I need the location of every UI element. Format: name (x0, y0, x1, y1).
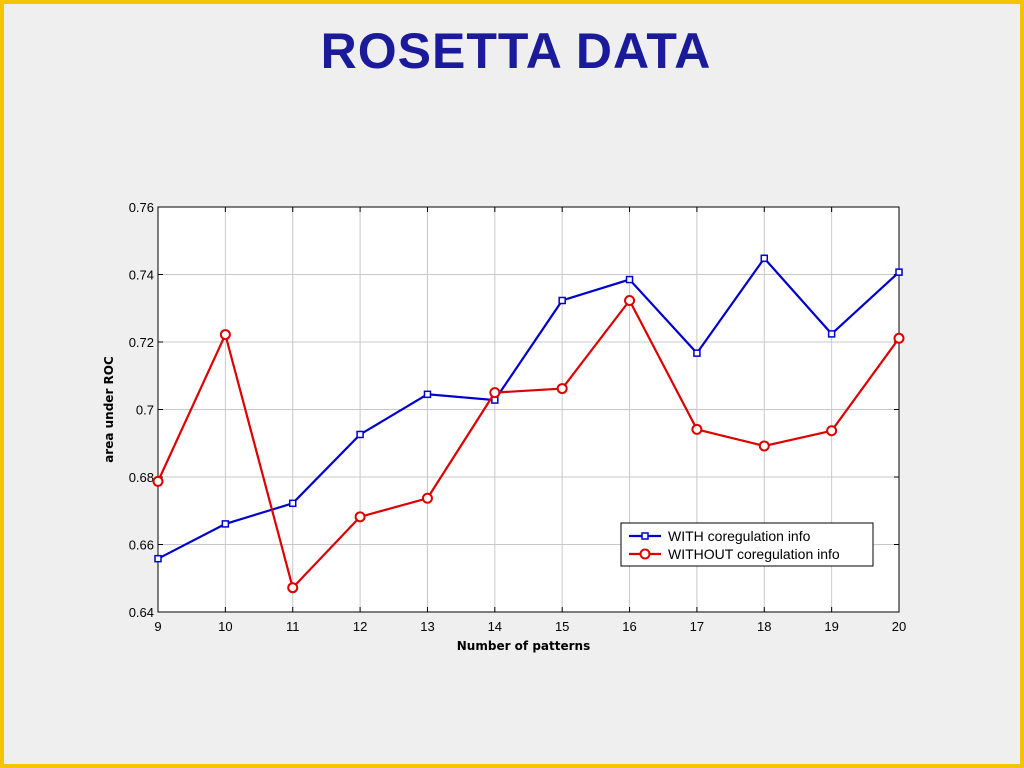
x-axis-label: Number of patterns (457, 639, 590, 653)
x-tick-label: 11 (286, 619, 300, 634)
data-point (691, 423, 703, 435)
x-tick-label: 20 (892, 619, 906, 634)
data-point (556, 383, 568, 395)
y-tick-label: 0.66 (129, 538, 154, 553)
x-tick-label: 13 (420, 619, 434, 634)
legend-label: WITHOUT coregulation info (668, 546, 840, 562)
legend-marker (639, 548, 651, 560)
y-tick-label: 0.74 (129, 268, 154, 283)
data-point (827, 330, 836, 338)
y-tick-label: 0.7 (136, 403, 154, 418)
x-tick-label: 17 (690, 619, 704, 634)
data-point (423, 390, 432, 399)
data-point (221, 520, 230, 528)
data-point (624, 294, 636, 306)
data-point (489, 387, 501, 399)
x-tick-label: 18 (757, 619, 771, 634)
y-tick-label: 0.64 (129, 605, 154, 620)
data-point (356, 430, 364, 439)
data-point (758, 440, 770, 452)
legend-box (620, 522, 874, 567)
y-tick-label: 0.68 (129, 470, 154, 485)
x-tick-label: 10 (218, 619, 232, 634)
x-tick-label: 14 (488, 619, 502, 634)
series-line-2 (157, 298, 900, 590)
legend-label: WITH coregulation info (668, 528, 811, 544)
y-tick-label: 0.72 (129, 335, 154, 350)
x-tick-label: 12 (353, 619, 367, 634)
data-point (625, 275, 634, 284)
data-point (693, 349, 701, 357)
y-axis-label: area under ROC (102, 356, 116, 463)
data-point (760, 254, 769, 263)
x-tick-label: 15 (555, 619, 569, 634)
legend-marker (641, 532, 649, 540)
slide-title: ROSETTA DATA (320, 23, 712, 79)
data-point (354, 511, 366, 523)
data-point (288, 499, 297, 508)
data-point (152, 475, 164, 487)
data-point (421, 492, 433, 504)
data-point (895, 268, 903, 276)
data-point (826, 425, 838, 437)
data-point (287, 582, 299, 594)
data-point (893, 332, 905, 344)
series-line-1 (157, 256, 900, 560)
y-tick-label: 0.76 (129, 200, 154, 215)
x-tick-label: 9 (154, 619, 161, 634)
data-point (558, 296, 566, 305)
data-point (154, 554, 162, 563)
x-tick-label: 16 (622, 619, 636, 634)
x-tick-label: 19 (824, 619, 838, 634)
data-point (219, 329, 231, 341)
